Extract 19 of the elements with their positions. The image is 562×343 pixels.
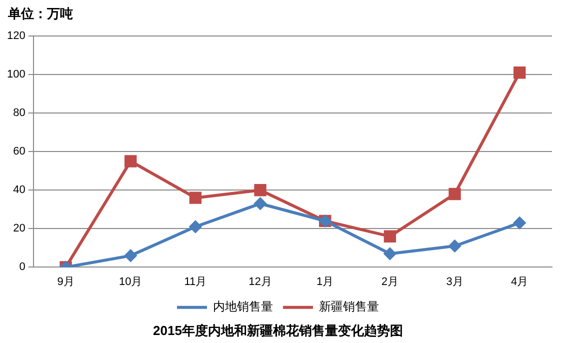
x-tick-label: 9月 xyxy=(57,276,74,288)
y-tick-label: 20 xyxy=(13,222,26,235)
x-tick-label: 2月 xyxy=(381,276,398,288)
legend-label: 内地销售量 xyxy=(213,300,273,314)
legend-label: 新疆销售量 xyxy=(319,300,379,314)
y-tick-label: 100 xyxy=(6,68,26,81)
text: 2015年度内地和新疆棉花销售量变化趋势图 xyxy=(153,322,403,338)
y-tick-label: 80 xyxy=(13,107,26,120)
y-tick-label: 60 xyxy=(13,146,26,158)
y-tick-label: 120 xyxy=(6,30,26,42)
x-tick-label: 11月 xyxy=(184,276,207,288)
y-axis-title: 单位：万吨 xyxy=(7,6,73,22)
y-tick-label: 40 xyxy=(13,184,26,196)
x-tick-label: 1月 xyxy=(316,276,334,288)
x-tick-label: 3月 xyxy=(446,276,464,288)
x-tick-label: 10月 xyxy=(118,276,142,288)
y-tick-label: 0 xyxy=(19,261,26,274)
x-tick-label: 4月 xyxy=(511,276,528,288)
x-tick-label: 12月 xyxy=(248,276,272,288)
